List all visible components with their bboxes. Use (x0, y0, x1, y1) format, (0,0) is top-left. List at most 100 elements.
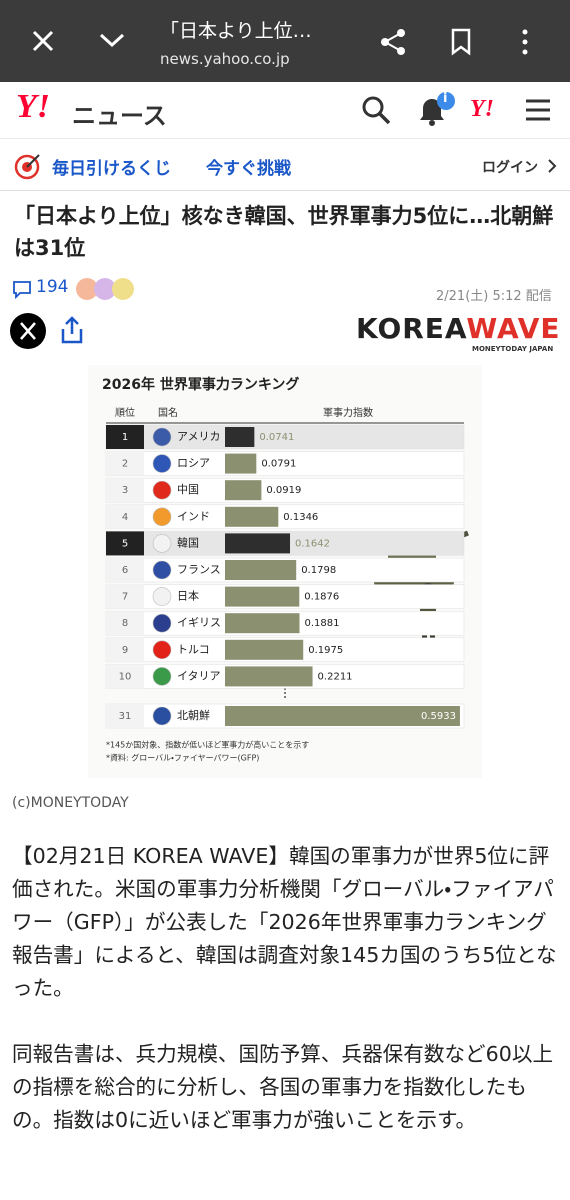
publish-date: 2/21(土) 5:12 配信 (436, 289, 552, 304)
country: フランス (177, 563, 221, 576)
hamburger-menu[interactable] (524, 98, 552, 122)
flag (152, 427, 172, 447)
country: 中国 (177, 483, 199, 496)
logo-mark[interactable]: Y! (16, 88, 50, 125)
rank-cell (106, 584, 144, 609)
value-label: 0.1876 (304, 592, 339, 603)
promo-text[interactable]: 毎日引けるくじ (52, 159, 171, 179)
chevron (548, 159, 557, 173)
bar (225, 639, 304, 660)
share-icon[interactable] (58, 314, 86, 346)
flag (152, 640, 172, 660)
bar (225, 586, 300, 607)
brand-logo: KOREAWAVE (356, 312, 561, 345)
site-header: Y! ニュース i Y! (0, 82, 570, 139)
rank: 10 (119, 671, 132, 682)
bar (225, 506, 279, 527)
rank: 2 (122, 459, 128, 470)
url: news.yahoo.co.jp (160, 50, 290, 68)
ranking-chart: 2026年 世界軍事力ランキング 順位 国名 軍事力指数 1 アメリカ 0.0741 2 ロシ… (88, 365, 482, 778)
rank-cell (106, 504, 144, 529)
promo-cta[interactable]: 今すぐ挑戦 (206, 159, 291, 179)
paragraph: 【02月21日 KOREA WAVE】韓国の軍事力が世界5位に評価された。米国の… (12, 844, 557, 1000)
badge: i (443, 91, 448, 106)
comment-icon[interactable] (12, 279, 32, 299)
bar (225, 533, 291, 554)
country: インド (177, 510, 210, 523)
country: 韓国 (177, 536, 199, 549)
column-header: 順位 (115, 406, 135, 419)
country: イギリス (177, 616, 221, 629)
column-header: 国名 (158, 406, 178, 419)
rank: 8 (122, 618, 128, 629)
country: アメリカ (177, 430, 220, 443)
x-share-button[interactable] (10, 313, 46, 349)
target-icon (14, 154, 40, 180)
rank-cell (106, 637, 144, 662)
rank: 4 (122, 512, 128, 523)
menu-button[interactable] (520, 28, 530, 56)
brand-part1: KOREA (356, 312, 467, 345)
expand-button[interactable] (98, 30, 126, 50)
paragraph: 同報告書は、兵力規模、国防予算、兵器保有数など60以上の指標を総合的に分析し、各… (12, 1042, 554, 1132)
value-label: 0.0741 (259, 432, 294, 443)
image-credit: (c)MONEYTODAY (12, 795, 129, 811)
flag (152, 706, 172, 726)
comment-count[interactable]: 194 (36, 277, 69, 297)
bar (225, 613, 300, 634)
value-label: 0.1798 (301, 565, 336, 576)
close-button[interactable] (30, 28, 56, 54)
rank: 31 (119, 711, 132, 722)
flag (152, 613, 172, 633)
rank-cell (106, 451, 144, 476)
chart-title: 2026年 世界軍事力ランキング (102, 376, 299, 393)
country: 日本 (177, 589, 199, 603)
rank: 5 (122, 538, 128, 549)
value-label: 0.0919 (266, 485, 301, 496)
bookmark-button[interactable] (450, 28, 472, 56)
promo-bar: 毎日引けるくじ 今すぐ挑戦 ログイン (0, 140, 570, 191)
country: イタリア (177, 669, 221, 682)
reaction-faces (76, 278, 134, 300)
value-label: 0.1642 (295, 538, 330, 549)
brand-sub: MONEYTODAY JAPAN (472, 345, 554, 353)
value-label: 0.2211 (318, 671, 353, 682)
bar (225, 560, 297, 580)
rank: 9 (122, 645, 128, 656)
country: トルコ (177, 643, 210, 656)
rank-cell (106, 664, 144, 689)
flag (152, 507, 172, 527)
flag (152, 560, 172, 580)
brand-part2: WAVE (466, 312, 561, 345)
footnote: *145か国対象、指数が低いほど軍事力が高いことを示す (106, 740, 309, 750)
value-label: 0.1975 (308, 645, 343, 656)
flag (152, 480, 172, 500)
rank-cell (106, 611, 144, 636)
bar (225, 706, 460, 726)
bar (225, 453, 257, 474)
value-label: 0.1881 (304, 618, 339, 629)
rank: 3 (122, 485, 128, 496)
rank-cell (106, 558, 144, 582)
yahoo-menu-logo[interactable]: Y! (470, 96, 494, 122)
flag (152, 454, 172, 473)
footnote: *資料: グローバル・ファイヤーパワー(GFP) (106, 753, 259, 763)
login-link[interactable]: ログイン (482, 160, 538, 176)
share-button[interactable] (380, 28, 408, 56)
country: 北朝鮮 (177, 708, 210, 722)
browser-bar: 「日本より上位… news.yahoo.co.jp (0, 0, 570, 82)
logo-text[interactable]: ニュース (72, 102, 167, 130)
column-header: 軍事力指数 (323, 406, 373, 419)
bell-icon[interactable] (414, 92, 460, 128)
value-label: 0.5933 (421, 711, 456, 722)
ellipsis (284, 688, 286, 698)
search-icon[interactable] (360, 94, 392, 126)
bar (225, 666, 313, 687)
tab-title: 「日本より上位… (160, 20, 312, 42)
value-label: 0.0791 (261, 459, 296, 470)
article-body: 【02月21日 KOREA WAVE】韓国の軍事力が世界5位に評価された。米国の… (12, 840, 560, 1170)
rank: 1 (122, 432, 128, 443)
article-title: 「日本より上位」核なき韓国、世界軍事力5位に…北朝鮮は31位 (14, 204, 554, 260)
country: ロシア (177, 457, 210, 470)
